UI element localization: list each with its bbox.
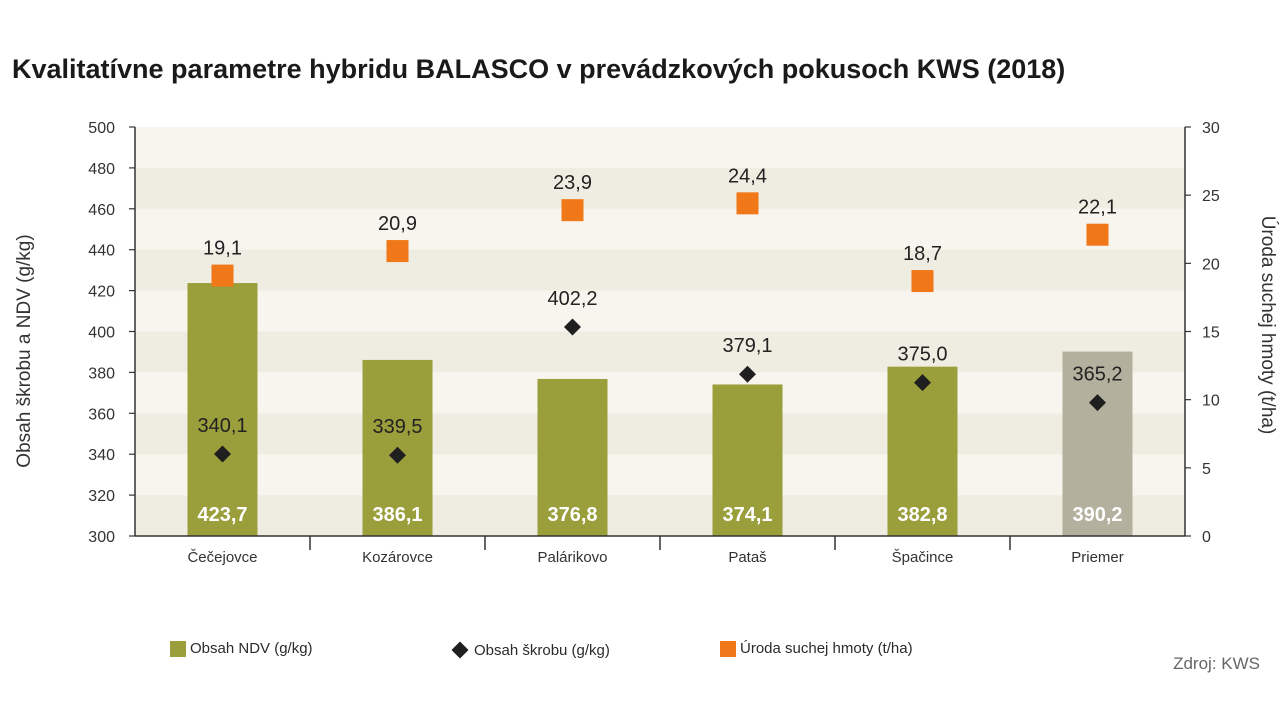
y-tick-label: 360 xyxy=(88,406,115,423)
grid-band xyxy=(135,413,1185,455)
legend-swatch-ndv xyxy=(170,640,186,657)
legend-swatch-skrob xyxy=(451,641,469,659)
y-tick-label: 500 xyxy=(88,120,115,137)
grid-band xyxy=(135,127,1185,168)
bar-value-label: 376,8 xyxy=(547,504,597,526)
marker-uroda xyxy=(211,264,234,287)
marker-skrob-label: 375,0 xyxy=(897,344,947,366)
grid-band xyxy=(135,372,1185,414)
marker-skrob-label: 379,1 xyxy=(722,335,772,357)
bar-value-label: 386,1 xyxy=(372,504,422,526)
y2-tick-label: 0 xyxy=(1202,529,1211,546)
marker-uroda-label: 18,7 xyxy=(903,243,942,265)
marker-skrob xyxy=(214,445,231,463)
marker-uroda xyxy=(561,199,584,222)
legend-label-skrob: Obsah škrobu (g/kg) xyxy=(474,641,610,659)
marker-uroda xyxy=(386,240,409,263)
grid-band xyxy=(135,167,1185,209)
bar-čečejovce xyxy=(187,283,258,536)
grid-band xyxy=(135,290,1185,332)
marker-skrob-label: 339,5 xyxy=(372,416,422,438)
x-tick-label: Pataš xyxy=(728,549,766,566)
y2-axis-title: Úroda suchej hmoty (t/ha) xyxy=(1257,216,1279,435)
y2-tick-label: 5 xyxy=(1202,461,1211,478)
y2-tick-label: 10 xyxy=(1202,393,1220,410)
bar-špačince xyxy=(887,366,958,536)
legend-label-uroda: Úroda suchej hmoty (t/ha) xyxy=(740,640,913,657)
chart-title: Kvalitatívne parametre hybridu BALASCO v… xyxy=(12,54,1066,84)
grid-band xyxy=(135,495,1185,536)
marker-uroda xyxy=(911,270,934,293)
y-axis-title: Obsah škrobu a NDV (g/kg) xyxy=(14,234,35,467)
marker-skrob xyxy=(739,365,756,383)
y-tick-label: 320 xyxy=(88,488,115,505)
bar-pataš xyxy=(712,384,783,536)
y2-tick-label: 20 xyxy=(1202,256,1220,273)
bar-priemer xyxy=(1062,351,1133,536)
x-tick-label: Kozárovce xyxy=(362,549,433,566)
marker-uroda-label: 20,9 xyxy=(378,213,417,235)
legend-item-uroda: Úroda suchej hmoty (t/ha) xyxy=(720,640,913,657)
marker-uroda-label: 22,1 xyxy=(1078,197,1117,219)
y-tick-label: 420 xyxy=(88,284,115,301)
marker-uroda-label: 24,4 xyxy=(728,165,767,187)
grid-band xyxy=(135,331,1185,373)
bar-value-label: 423,7 xyxy=(197,504,247,526)
y-tick-label: 380 xyxy=(88,365,115,382)
grid-band xyxy=(135,249,1185,291)
legend-swatch-uroda xyxy=(720,640,736,657)
source-note: Zdroj: KWS xyxy=(1173,654,1260,673)
y-tick-label: 480 xyxy=(88,161,115,178)
marker-uroda xyxy=(736,192,759,215)
bar-value-label: 390,2 xyxy=(1072,504,1122,526)
marker-skrob xyxy=(564,318,581,336)
x-tick-label: Priemer xyxy=(1071,549,1124,566)
y-tick-label: 400 xyxy=(88,325,115,342)
y-tick-label: 460 xyxy=(88,202,115,219)
bar-value-label: 382,8 xyxy=(897,504,947,526)
y2-tick-label: 15 xyxy=(1202,325,1220,342)
y-tick-label: 340 xyxy=(88,447,115,464)
marker-skrob xyxy=(389,446,406,464)
marker-skrob-label: 402,2 xyxy=(547,288,597,310)
y2-tick-label: 30 xyxy=(1202,120,1220,137)
x-tick-label: Čečejovce xyxy=(187,549,257,566)
grid-band xyxy=(135,454,1185,496)
grid-band xyxy=(135,208,1185,250)
y2-tick-label: 25 xyxy=(1202,188,1220,205)
legend-label-ndv: Obsah NDV (g/kg) xyxy=(190,640,313,657)
marker-uroda xyxy=(1086,223,1109,246)
marker-skrob-label: 365,2 xyxy=(1072,364,1122,386)
legend-item-skrob: Obsah škrobu (g/kg) xyxy=(450,640,610,660)
y-tick-label: 440 xyxy=(88,243,115,260)
marker-skrob xyxy=(914,374,931,392)
bar-value-label: 374,1 xyxy=(722,504,772,526)
y-tick-label: 300 xyxy=(88,529,115,546)
x-tick-label: Palárikovo xyxy=(537,549,607,566)
legend-item-ndv: Obsah NDV (g/kg) xyxy=(170,640,313,657)
marker-uroda-label: 19,1 xyxy=(203,238,242,260)
bar-palárikovo xyxy=(537,378,608,536)
x-tick-label: Špačince xyxy=(892,549,954,566)
marker-uroda-label: 23,9 xyxy=(553,172,592,194)
marker-skrob-label: 340,1 xyxy=(197,415,247,437)
